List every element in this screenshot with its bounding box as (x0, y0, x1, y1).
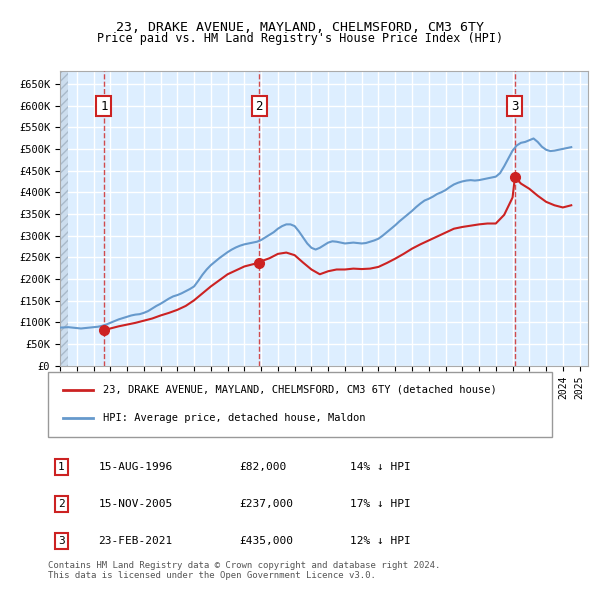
Text: 12% ↓ HPI: 12% ↓ HPI (350, 536, 411, 546)
Text: Price paid vs. HM Land Registry's House Price Index (HPI): Price paid vs. HM Land Registry's House … (97, 32, 503, 45)
Text: 2: 2 (58, 499, 65, 509)
Text: 15-AUG-1996: 15-AUG-1996 (98, 462, 173, 472)
Text: 1: 1 (58, 462, 65, 472)
Text: 1: 1 (100, 100, 107, 113)
Text: 2: 2 (256, 100, 263, 113)
Text: Contains HM Land Registry data © Crown copyright and database right 2024.
This d: Contains HM Land Registry data © Crown c… (48, 560, 440, 580)
FancyBboxPatch shape (48, 372, 552, 437)
Text: 3: 3 (58, 536, 65, 546)
Text: 23, DRAKE AVENUE, MAYLAND, CHELMSFORD, CM3 6TY (detached house): 23, DRAKE AVENUE, MAYLAND, CHELMSFORD, C… (103, 385, 497, 395)
Text: £237,000: £237,000 (239, 499, 293, 509)
Bar (60, 71, 68, 366)
Text: 23, DRAKE AVENUE, MAYLAND, CHELMSFORD, CM3 6TY: 23, DRAKE AVENUE, MAYLAND, CHELMSFORD, C… (116, 21, 484, 34)
Text: 15-NOV-2005: 15-NOV-2005 (98, 499, 173, 509)
Text: HPI: Average price, detached house, Maldon: HPI: Average price, detached house, Mald… (103, 414, 366, 424)
Text: 17% ↓ HPI: 17% ↓ HPI (350, 499, 411, 509)
Text: 23-FEB-2021: 23-FEB-2021 (98, 536, 173, 546)
Text: £82,000: £82,000 (239, 462, 287, 472)
Text: 14% ↓ HPI: 14% ↓ HPI (350, 462, 411, 472)
Text: £435,000: £435,000 (239, 536, 293, 546)
Text: 3: 3 (511, 100, 518, 113)
